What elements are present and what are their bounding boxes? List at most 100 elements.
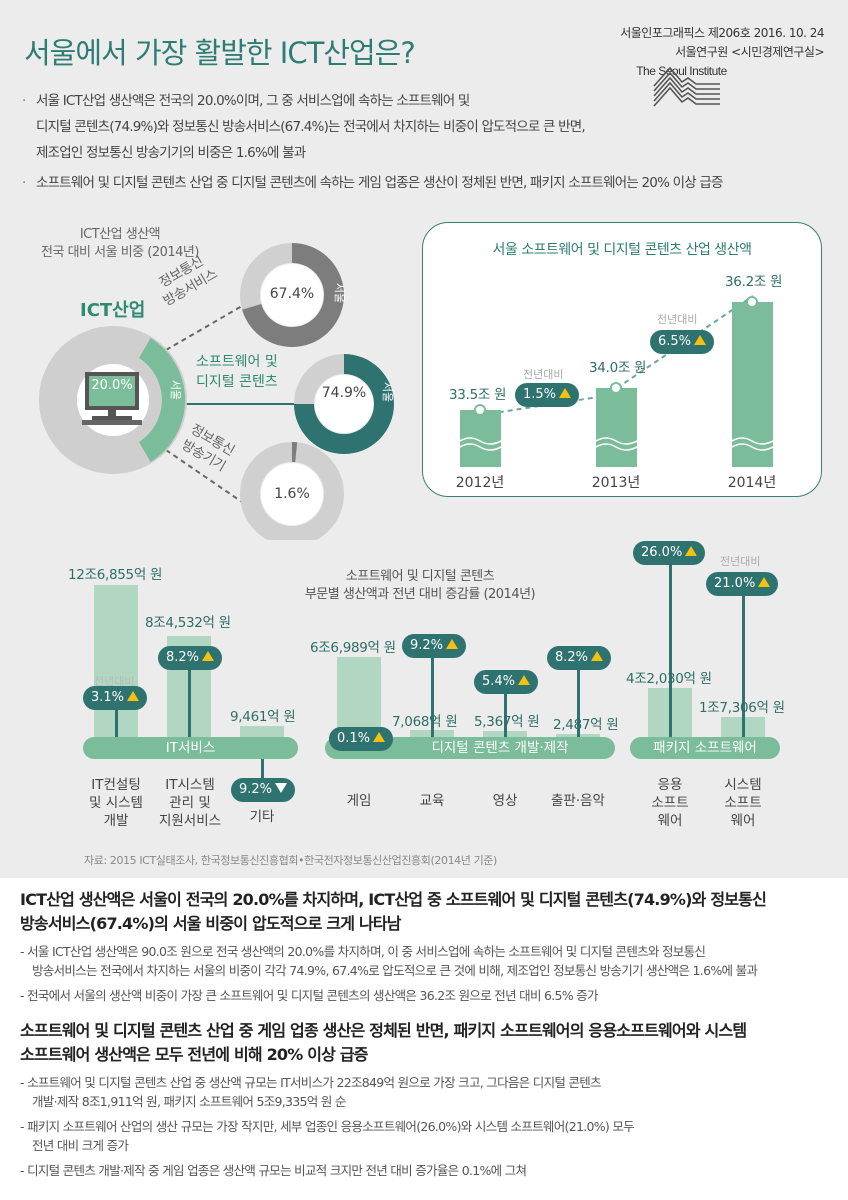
stem — [115, 706, 118, 738]
yoy-pill-it-consulting: 3.1% — [83, 686, 148, 710]
summary-heading: 소프트웨어 및 디지털 콘텐츠 산업 중 게임 업종 생산은 정체된 반면, 패… — [20, 1021, 747, 1064]
yoy-pill-game-overlay: 0.1% — [329, 727, 394, 751]
data-source: 자료: 2015 ICT실태조사, 한국정보통신진흥협회•한국전자정보통신산업진… — [84, 854, 497, 867]
panel-title: 서울 소프트웨어 및 디지털 콘텐츠 산업 생산액 — [492, 242, 752, 258]
value-publishing-music: 2,487억 원 — [553, 717, 619, 733]
arrow-up-icon — [446, 639, 459, 649]
org-name: 서울연구원 <시민경제연구실> — [675, 45, 824, 59]
category-publishing-music: 출판·음악 — [551, 793, 605, 809]
value-2012: 33.5조 원 — [449, 387, 507, 403]
stem — [504, 686, 507, 738]
category-education: 교육 — [419, 793, 445, 809]
value-2013: 34.0조 원 — [589, 360, 647, 376]
donut-chart-title: ICT산업 생산액 전국 대비 서울 비중 (2014년) — [41, 227, 199, 260]
summary-item: - 소프트웨어 및 디지털 콘텐츠 산업 중 생산액 규모는 IT서비스가 22… — [20, 1075, 602, 1109]
stem — [669, 560, 672, 738]
yoy-label: 전년대비 — [720, 555, 761, 568]
value-game: 6조6,989억 원 — [310, 640, 396, 656]
value-application-sw: 4조2,030억 원 — [626, 671, 712, 687]
category-application-sw: 응용 소프트 웨어 — [651, 777, 689, 829]
summary-item: - 전국에서 서울의 생산액 비중이 가장 큰 소프트웨어 및 디지털 콘텐츠의… — [20, 988, 599, 1003]
summary-item: - 패키지 소프트웨어 산업의 생산 규모는 가장 작지만, 세부 업종인 응용… — [20, 1119, 635, 1153]
yoy-pill-2014: 6.5% — [650, 330, 715, 354]
yoy-pill-2013: 1.5% — [515, 383, 580, 407]
yoy-pill-video: 5.4% — [474, 670, 539, 694]
bar-it-other — [240, 726, 284, 737]
seoul-segment-label: 서울 — [381, 381, 395, 403]
value-system-sw: 1조7,306억 원 — [699, 700, 785, 716]
category-it-consulting: IT컨설팅 및 시스템 개발 — [89, 777, 143, 829]
computer-monitor-icon — [82, 372, 142, 425]
arrow-down-icon — [275, 783, 288, 793]
data-point-2014 — [746, 296, 758, 308]
stem — [577, 658, 580, 738]
ict-industry-label: ICT산업 — [80, 300, 146, 321]
key-point: 서울 ICT산업 생산액은 전국의 20.0%이며, 그 중 서비스업에 속하는… — [22, 88, 723, 166]
stem — [431, 650, 434, 738]
issue-info: 서울인포그래픽스 제206호 2016. 10. 24 — [620, 26, 824, 40]
value-it-system-mgmt: 8조4,532억 원 — [145, 615, 231, 631]
donut-chart-graphic — [39, 243, 394, 540]
value-it-other: 9,461억 원 — [230, 709, 296, 725]
arrow-up-icon — [559, 388, 572, 398]
summary-heading: ICT산업 생산액은 서울이 전국의 20.0%를 차지하며, ICT산업 중 … — [20, 890, 767, 933]
year-label-2013: 2013년 — [591, 475, 641, 491]
summary-section: ICT산업 생산액은 서울이 전국의 20.0%를 차지하며, ICT산업 중 … — [20, 888, 830, 1180]
arrow-up-icon — [127, 691, 140, 701]
yoy-label: 전년대비 — [94, 675, 135, 688]
year-label-2014: 2014년 — [727, 475, 777, 491]
value-education: 7,068억 원 — [392, 714, 458, 730]
category-it-other: 기타 — [249, 809, 275, 825]
category-game: 게임 — [346, 793, 372, 809]
key-point: 소프트웨어 및 디지털 콘텐츠 산업 중 디지털 콘텐츠에 속하는 게임 업종은… — [22, 170, 723, 196]
ict-share-value: 20.0% — [91, 378, 133, 393]
bar-game — [337, 657, 381, 737]
broadcast-service-share: 67.4% — [269, 286, 315, 302]
yoy-pill-it-other: 9.2% — [231, 778, 296, 802]
data-point-2012 — [474, 404, 486, 416]
arrow-up-icon — [373, 732, 386, 742]
bar-2014 — [732, 302, 773, 467]
yoy-pill-publishing-music: 8.2% — [547, 646, 612, 670]
arrow-up-icon — [591, 651, 604, 661]
band-package-software: 패키지 소프트웨어 — [630, 737, 780, 759]
sector-chart-title: 소프트웨어 및 디지털 콘텐츠 부문별 생산액과 전년 대비 증감률 (2014… — [304, 569, 536, 602]
arrow-up-icon — [685, 546, 698, 556]
value-it-consulting: 12조6,855억 원 — [68, 567, 163, 583]
page-title: 서울에서 가장 활발한 ICT산업은? — [24, 36, 416, 70]
yearly-production-panel: 서울 소프트웨어 및 디지털 콘텐츠 산업 생산액 33.5조 원 34.0조 … — [422, 222, 822, 497]
seoul-segment-label: 서울 — [169, 379, 183, 401]
yoy-label: 전년대비 — [523, 368, 564, 381]
stem — [742, 590, 745, 738]
yoy-pill-it-system-mgmt: 8.2% — [158, 646, 223, 670]
category-video: 영상 — [492, 793, 518, 809]
yoy-label: 전년대비 — [657, 313, 698, 326]
stem — [188, 668, 191, 738]
yoy-pill-application-sw: 26.0% — [633, 541, 706, 565]
category-system-sw: 시스템 소프트 웨어 — [724, 777, 762, 829]
arrow-up-icon — [518, 675, 531, 685]
arrow-up-icon — [694, 335, 707, 345]
summary-item: - 디지털 콘텐츠 개발·제작 중 게임 업종은 생산액 규모는 비교적 크지만… — [20, 1163, 527, 1178]
yoy-pill-system-sw: 21.0% — [706, 572, 779, 596]
value-video: 5,367억 원 — [474, 714, 540, 730]
seoul-segment-label: 서울 — [333, 282, 347, 304]
bar-2013 — [596, 388, 637, 467]
broadcast-equipment-share: 1.6% — [274, 486, 310, 502]
software-content-label: 소프트웨어 및 디지털 콘텐츠 — [196, 354, 278, 390]
band-it-services: IT서비스 — [83, 737, 298, 759]
summary-item: - 서울 ICT산업 생산액은 90.0조 원으로 전국 생산액의 20.0%를… — [20, 944, 758, 978]
publication-meta: 서울인포그래픽스 제206호 2016. 10. 24 서울연구원 <시민경제연… — [620, 24, 824, 81]
category-it-system-mgmt: IT시스템 관리 및 지원서비스 — [158, 777, 222, 829]
software-content-share: 74.9% — [321, 385, 367, 401]
year-label-2012: 2012년 — [455, 475, 505, 491]
band-digital-contents: 디지털 콘텐츠 개발·제작 — [325, 737, 615, 759]
stem — [261, 758, 264, 778]
data-point-2013 — [610, 382, 622, 394]
arrow-up-icon — [758, 577, 771, 587]
value-2014: 36.2조 원 — [725, 274, 783, 290]
key-points: 서울 ICT산업 생산액은 전국의 20.0%이며, 그 중 서비스업에 속하는… — [22, 88, 723, 196]
arrow-up-icon — [202, 651, 215, 661]
org-english-name: The Seoul Institute — [636, 64, 727, 78]
yoy-pill-education: 9.2% — [402, 634, 467, 658]
